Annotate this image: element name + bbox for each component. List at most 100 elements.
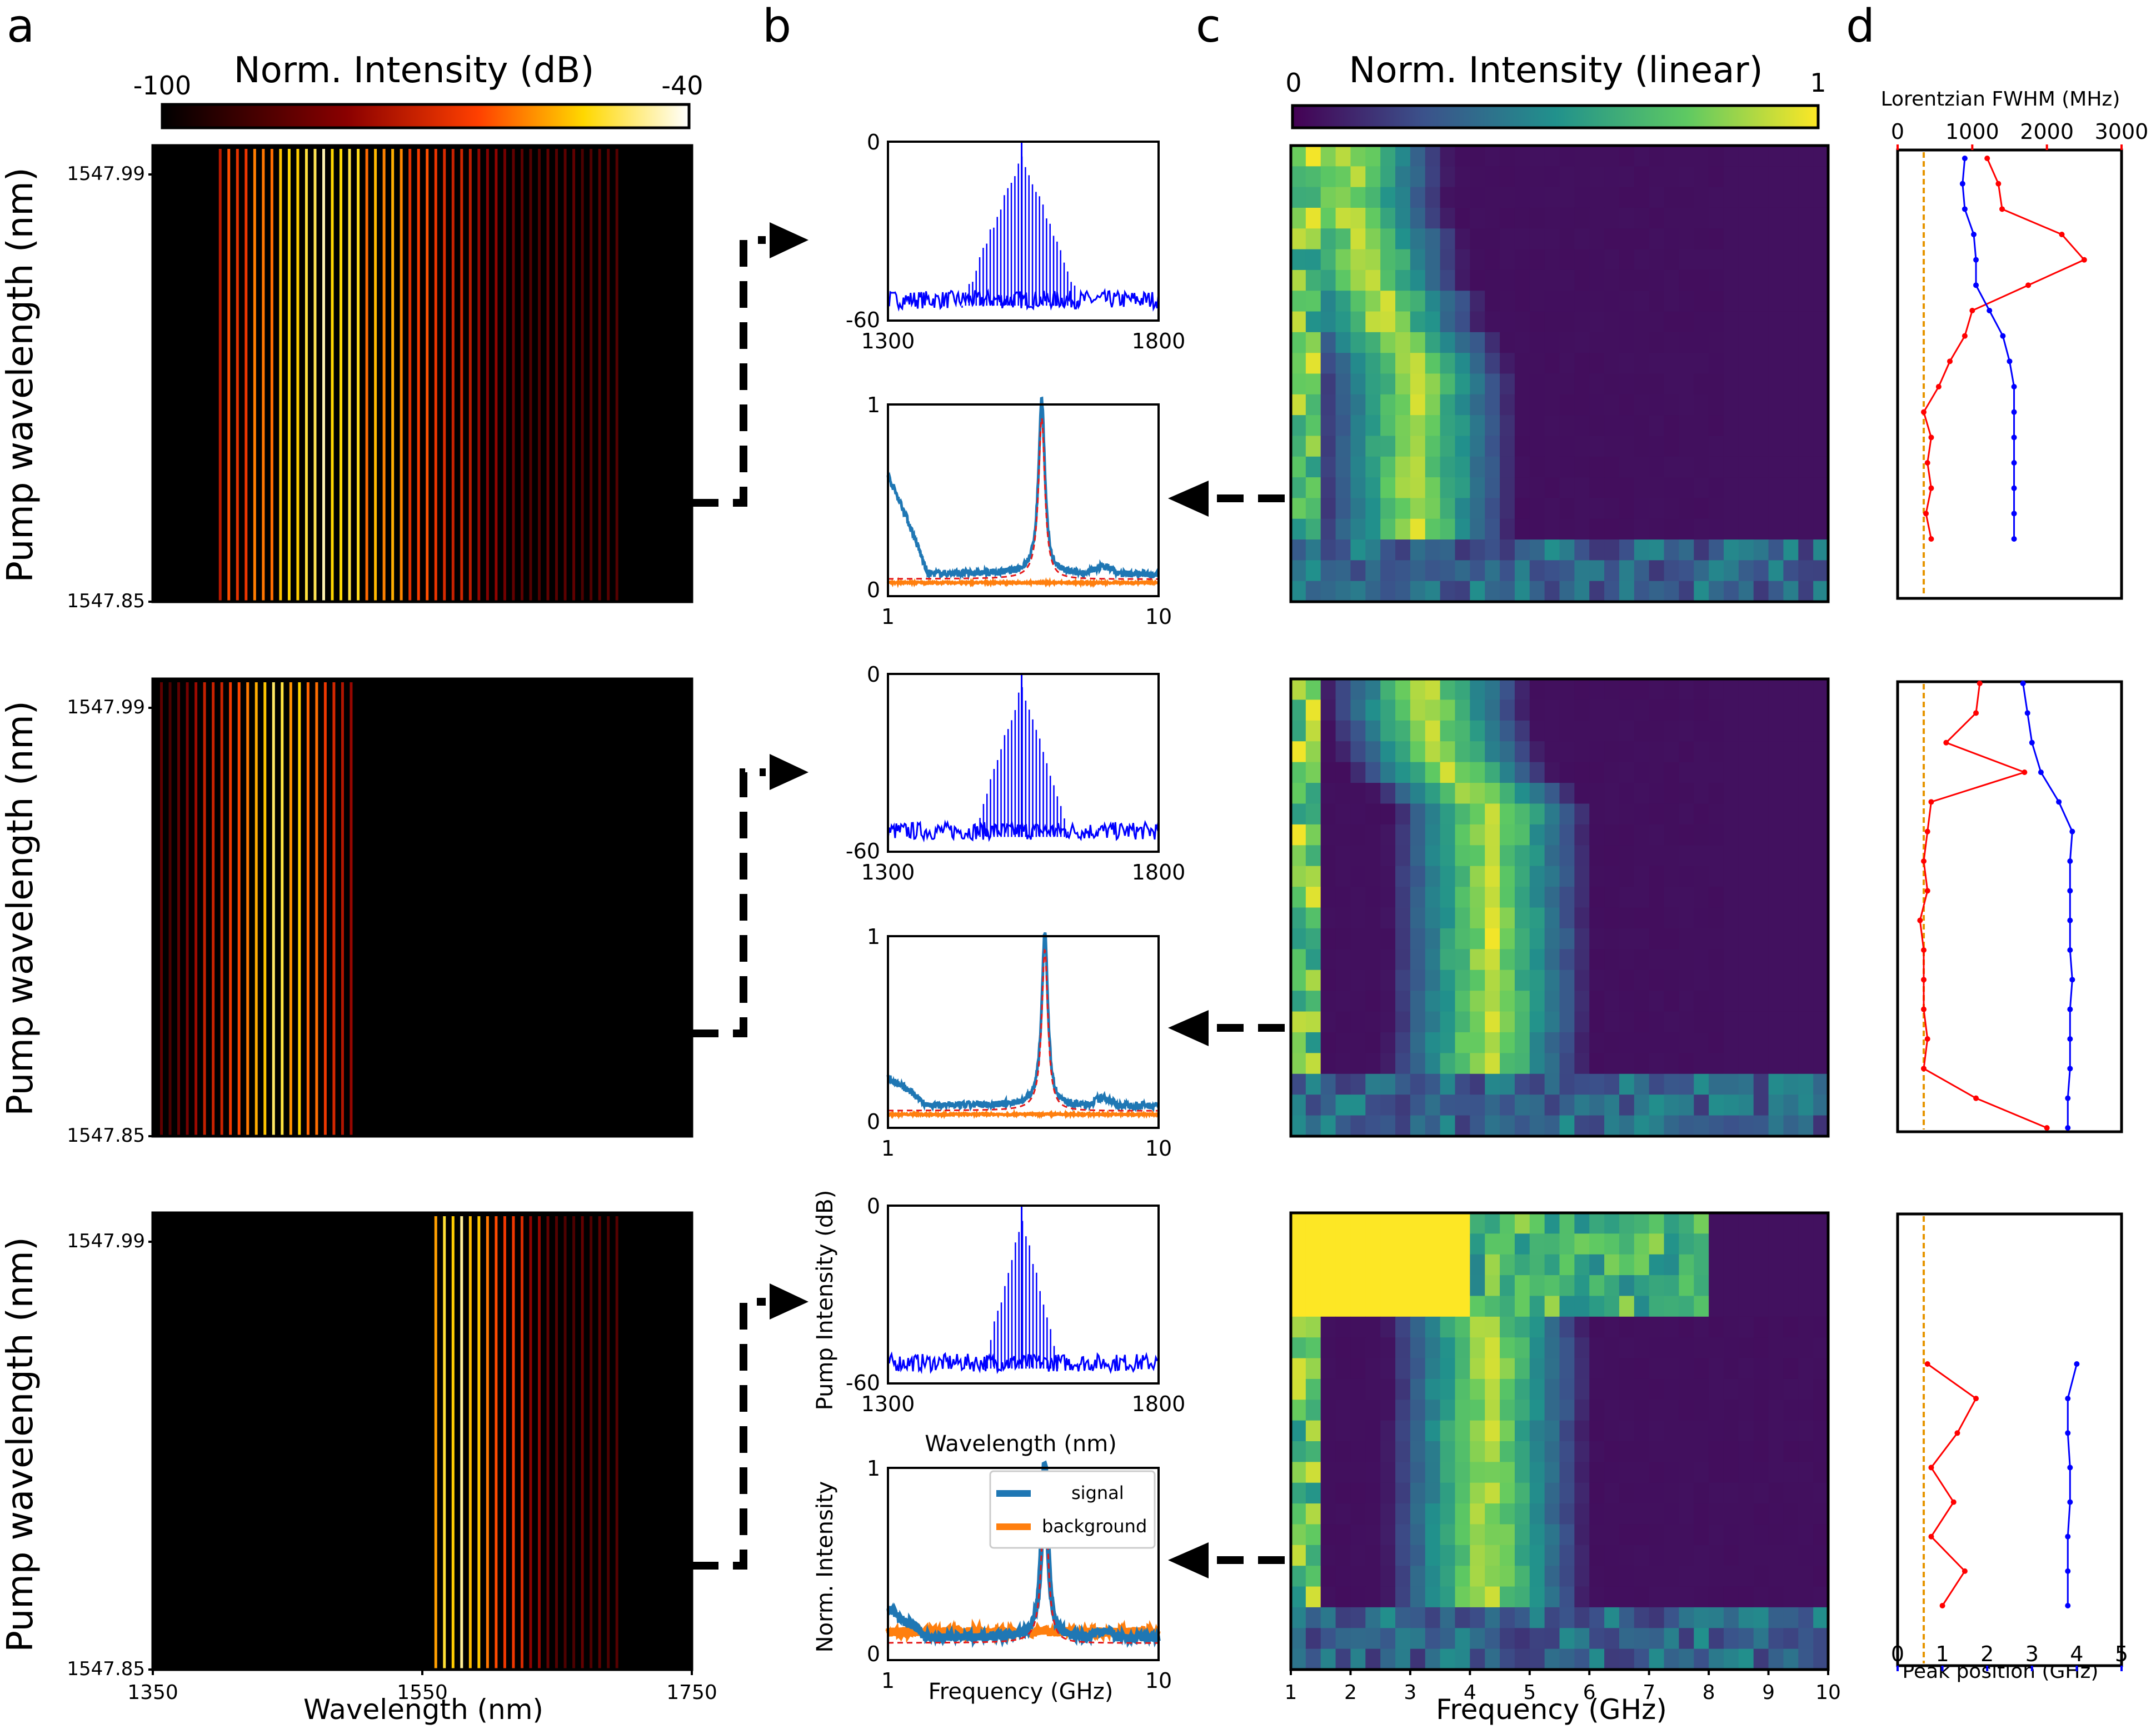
c-heatmap-cell	[1544, 1358, 1560, 1380]
c-heatmap-cell	[1470, 1337, 1485, 1359]
c-heatmap-cell	[1619, 1275, 1635, 1296]
c-heatmap-cell	[1410, 207, 1426, 229]
c-heatmap-cell	[1320, 456, 1336, 478]
c-heatmap-cell	[1544, 1316, 1560, 1338]
c-heatmap-cell	[1320, 539, 1336, 561]
c-heatmap-cell	[1604, 1316, 1620, 1338]
c-heatmap-cell	[1649, 720, 1665, 742]
c-heatmap-cell	[1365, 699, 1381, 721]
c-heatmap-cell	[1649, 311, 1665, 333]
c-heatmap-cell	[1649, 928, 1665, 950]
c-heatmap-cell	[1634, 1053, 1650, 1075]
c-heatmap-cell	[1365, 1032, 1381, 1053]
d-fwhm-point	[1928, 434, 1934, 441]
c-heatmap-cell	[1485, 498, 1500, 519]
c-heatmap-cell	[1365, 146, 1381, 167]
c-heatmap-cell	[1365, 415, 1381, 436]
c-heatmap-cell	[1485, 1400, 1500, 1421]
c-heatmap-cell	[1783, 332, 1799, 353]
c-heatmap-cell	[1485, 720, 1500, 742]
c-heatmap-cell	[1455, 1378, 1470, 1400]
c-heatmap-cell	[1619, 353, 1635, 374]
c-heatmap-cell	[1664, 1648, 1679, 1670]
c-heatmap-cell	[1783, 1420, 1799, 1442]
a-comb-line	[400, 149, 403, 601]
c-heatmap-cell	[1604, 415, 1620, 436]
c-heatmap-cell	[1350, 1378, 1366, 1400]
c-heatmap-cell	[1514, 249, 1530, 271]
c-heatmap-cell	[1798, 1441, 1814, 1462]
c-heatmap-cell	[1425, 1095, 1441, 1116]
c-heatmap-cell	[1320, 824, 1336, 846]
d-fwhm-point	[1924, 460, 1930, 466]
c-heatmap-cell	[1753, 1316, 1769, 1338]
d-peak-point	[2069, 977, 2075, 983]
c-heatmap-cell	[1335, 207, 1351, 229]
c-heatmap-cell	[1753, 207, 1769, 229]
c-heatmap-cell	[1529, 1073, 1545, 1095]
a-comb-line	[460, 1216, 463, 1668]
c-heatmap-cell	[1395, 394, 1411, 416]
c-heatmap-cell	[1380, 436, 1396, 457]
d-peak-point	[1987, 308, 1993, 313]
c-heatmap-cell	[1649, 1400, 1665, 1421]
c-heatmap-cell	[1589, 518, 1605, 540]
c-heatmap-cell	[1768, 1073, 1784, 1095]
c-heatmap-cell	[1350, 762, 1366, 783]
d-peak-point	[2011, 485, 2017, 491]
c-heatmap-cell	[1380, 1441, 1396, 1462]
c-heatmap-cell	[1470, 373, 1485, 395]
d-bottom-xtick-label: 1	[1936, 1642, 1949, 1666]
c-heatmap-cell	[1619, 803, 1635, 825]
d-fwhm-point	[1921, 1066, 1927, 1072]
c-heatmap-cell	[1798, 1233, 1814, 1255]
c-heatmap-cell	[1544, 1296, 1560, 1317]
c-heatmap-cell	[1664, 949, 1679, 971]
c-heatmap-cell	[1291, 1032, 1306, 1053]
c-heatmap-cell	[1365, 1586, 1381, 1608]
c-heatmap-cell	[1664, 1628, 1679, 1650]
c-heatmap-cell	[1380, 1503, 1396, 1525]
c-heatmap-cell	[1753, 1607, 1769, 1628]
c-heatmap-cell	[1291, 146, 1306, 167]
c-heatmap-cell	[1455, 291, 1470, 312]
c-heatmap-cell	[1679, 1566, 1694, 1587]
c-heatmap-cell	[1514, 456, 1530, 478]
c-heatmap-cell	[1813, 539, 1829, 561]
c-heatmap-frame	[1289, 144, 1830, 603]
c-heatmap-cell	[1574, 845, 1590, 867]
c-heatmap-cell	[1634, 436, 1650, 457]
c-heatmap-cell	[1305, 436, 1321, 457]
c-heatmap-cell	[1320, 269, 1336, 291]
c-heatmap-cell	[1768, 1316, 1784, 1338]
c-heatmap-cell	[1380, 518, 1396, 540]
c-heatmap-cell	[1440, 1400, 1455, 1421]
c-heatmap-cell	[1783, 887, 1799, 908]
c-heatmap-cell	[1559, 1607, 1575, 1628]
a-comb-line	[615, 1216, 618, 1668]
c-heatmap-cell	[1768, 679, 1784, 700]
c-heatmap-cell	[1813, 1524, 1829, 1546]
a-heatmap-background	[153, 679, 692, 1136]
c-heatmap-cell	[1365, 991, 1381, 1012]
c-heatmap-cell	[1395, 1648, 1411, 1670]
a-comb-line	[237, 682, 241, 1135]
a-comb-line	[203, 682, 206, 1135]
c-heatmap-cell	[1679, 679, 1694, 700]
c-heatmap-cell	[1768, 1337, 1784, 1359]
c-heatmap-cell	[1350, 1296, 1366, 1317]
c-heatmap-cell	[1305, 949, 1321, 971]
c-heatmap-cell	[1783, 1316, 1799, 1338]
c-heatmap-cell	[1410, 581, 1426, 602]
c-heatmap-cell	[1350, 518, 1366, 540]
c-heatmap-cell	[1798, 720, 1814, 742]
c-heatmap-cell	[1634, 1011, 1650, 1033]
c-heatmap-cell	[1709, 1482, 1724, 1504]
c-heatmap-cell	[1753, 866, 1769, 887]
c-heatmap-cell	[1380, 720, 1396, 742]
c-heatmap-cell	[1320, 291, 1336, 312]
c-heatmap-cell	[1589, 228, 1605, 250]
c-heatmap-cell	[1574, 249, 1590, 271]
c-heatmap-cell	[1753, 1337, 1769, 1359]
c-heatmap-cell	[1604, 187, 1620, 208]
